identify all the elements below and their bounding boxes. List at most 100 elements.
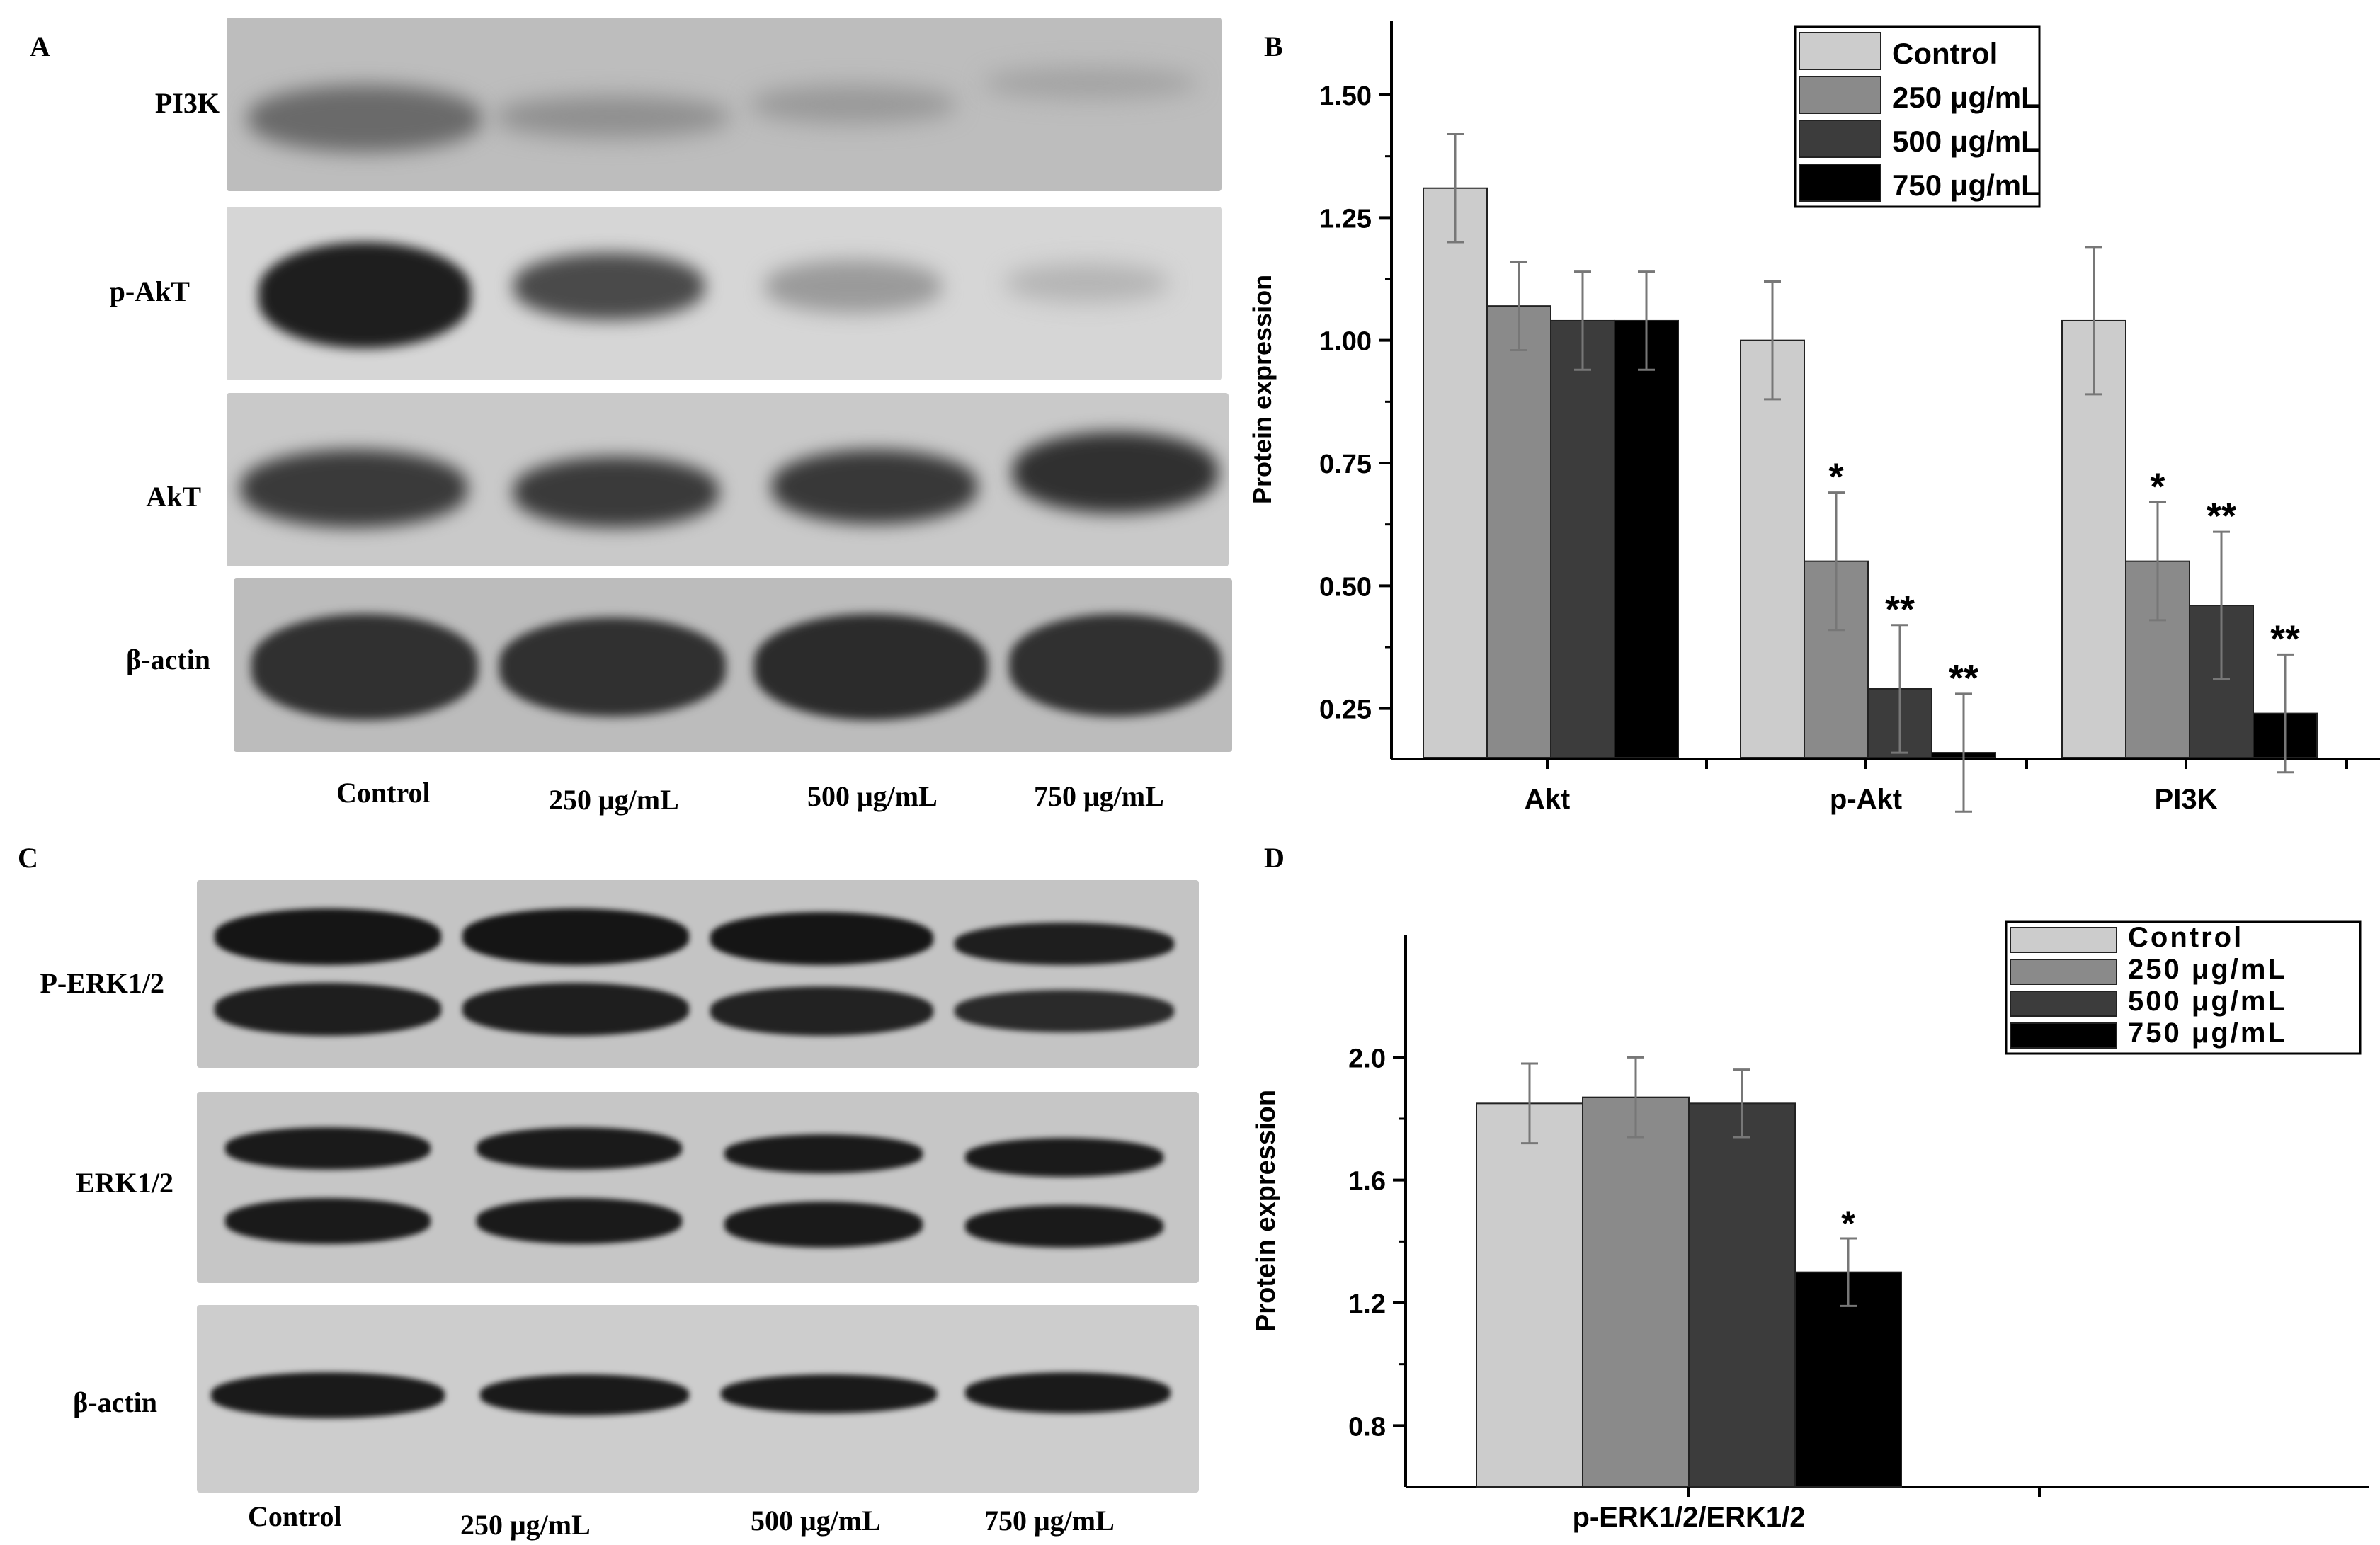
significance-mark: **: [1885, 588, 1915, 631]
blot-label-p-erk: P-ERK1/2: [40, 967, 164, 999]
blot-label-beta-actin-c: β-actin: [73, 1386, 157, 1418]
band: [480, 1374, 689, 1415]
y-axis-label: Protein expression: [1248, 275, 1277, 504]
blot-label-beta-actin-a: β-actin: [126, 644, 210, 675]
band: [225, 1198, 431, 1244]
band: [724, 1202, 923, 1248]
y-tick-label: 1.6: [1348, 1167, 1386, 1197]
y-tick-label: 0.50: [1319, 572, 1372, 602]
band: [965, 1205, 1163, 1248]
lane-label-500-c: 500 μg/mL: [751, 1505, 881, 1537]
bar: [1582, 1096, 1690, 1488]
legend-label: 750 μg/mL: [1892, 169, 2039, 202]
legend-swatch: [2010, 927, 2117, 953]
bar: [1486, 305, 1551, 758]
significance-mark: **: [2270, 617, 2300, 660]
y-tick-label: 1.00: [1319, 327, 1372, 357]
bar: [1804, 560, 1869, 759]
band: [1009, 614, 1222, 717]
bar: [1550, 319, 1615, 758]
y-tick-label: 1.50: [1319, 81, 1372, 111]
legend-swatch: [1799, 32, 1881, 70]
band: [772, 450, 977, 524]
blot-akt: [227, 393, 1229, 566]
band: [462, 983, 689, 1036]
legend-label: 500 μg/mL: [1892, 125, 2039, 158]
band: [477, 1198, 682, 1244]
significance-mark: *: [1828, 456, 1843, 498]
lane-label-250-a: 250 μg/mL: [549, 784, 679, 816]
legend-box: [1794, 25, 2041, 208]
band: [721, 1374, 937, 1413]
panel-letter-d: D: [1264, 842, 1285, 874]
legend-box: [2005, 920, 2362, 1055]
blot-label-p-akt: p-AkT: [109, 275, 190, 307]
bar: [1740, 339, 1805, 758]
blot-erk: [197, 1092, 1199, 1283]
legend-label: 250 μg/mL: [1892, 81, 2039, 114]
lane-label-500-a: 500 μg/mL: [807, 780, 938, 812]
blot-label-akt: AkT: [146, 481, 201, 513]
significance-mark: *: [1841, 1204, 1855, 1243]
legend-swatch: [2010, 1022, 2117, 1049]
legend-swatch: [1799, 76, 1881, 114]
panel-letter-b: B: [1264, 30, 1283, 62]
bar: [1476, 1102, 1583, 1488]
band: [248, 85, 482, 152]
bar: [2125, 560, 2190, 759]
band: [765, 260, 942, 313]
legend-label: Control: [2128, 922, 2243, 953]
band: [499, 617, 726, 717]
band: [965, 1372, 1171, 1413]
bar: [1867, 688, 1932, 759]
band: [215, 908, 441, 965]
legend-label: Control: [1892, 37, 1998, 70]
y-tick-label: 0.8: [1348, 1412, 1386, 1442]
bar: [1794, 1271, 1902, 1488]
legend-label: 250 μg/mL: [2128, 954, 2287, 985]
x-tick-label: p-Akt: [1830, 784, 1902, 815]
blot-beta-actin-c: [197, 1305, 1199, 1493]
x-tick-label: Akt: [1525, 784, 1570, 815]
panel-letter-a: A: [30, 30, 50, 62]
band: [984, 67, 1197, 99]
y-tick-label: 0.75: [1319, 450, 1372, 479]
legend-swatch: [2010, 959, 2117, 985]
bar: [2189, 605, 2254, 758]
blot-p-akt: [227, 207, 1222, 380]
band: [513, 457, 719, 528]
bar: [1688, 1102, 1796, 1488]
lane-label-750-c: 750 μg/mL: [984, 1505, 1115, 1537]
y-tick-label: 1.25: [1319, 204, 1372, 234]
legend-label: 750 μg/mL: [2128, 1017, 2287, 1049]
x-tick-label: PI3K: [2155, 784, 2218, 815]
bar: [1423, 187, 1488, 758]
band: [241, 450, 467, 528]
legend-swatch: [1799, 164, 1881, 202]
band: [496, 96, 729, 138]
significance-mark: **: [1949, 657, 1978, 700]
y-tick-label: 0.25: [1319, 695, 1372, 725]
bar: [1931, 752, 1996, 758]
legend-swatch: [2010, 991, 2117, 1017]
legend-label: 500 μg/mL: [2128, 986, 2287, 1017]
band: [1006, 263, 1168, 302]
legend-swatch: [1799, 120, 1881, 158]
band: [215, 983, 441, 1036]
blot-beta-actin-a: [234, 578, 1232, 752]
panel-letter-c: C: [18, 842, 38, 874]
blot-p-erk: [197, 880, 1199, 1068]
band: [477, 1127, 682, 1170]
bar: [1614, 319, 1679, 758]
band: [462, 908, 689, 965]
x-tick-label: p-ERK1/2/ERK1/2: [1573, 1502, 1806, 1533]
significance-mark: **: [2207, 495, 2236, 537]
band: [955, 990, 1174, 1032]
bar: [2061, 319, 2126, 758]
band: [251, 614, 478, 720]
y-axis-label: Protein expression: [1251, 1090, 1281, 1332]
lane-label-250-c: 250 μg/mL: [460, 1509, 591, 1541]
band: [258, 242, 471, 348]
blot-label-pi3k: PI3K: [154, 87, 220, 119]
blot-pi3k: [227, 18, 1222, 191]
